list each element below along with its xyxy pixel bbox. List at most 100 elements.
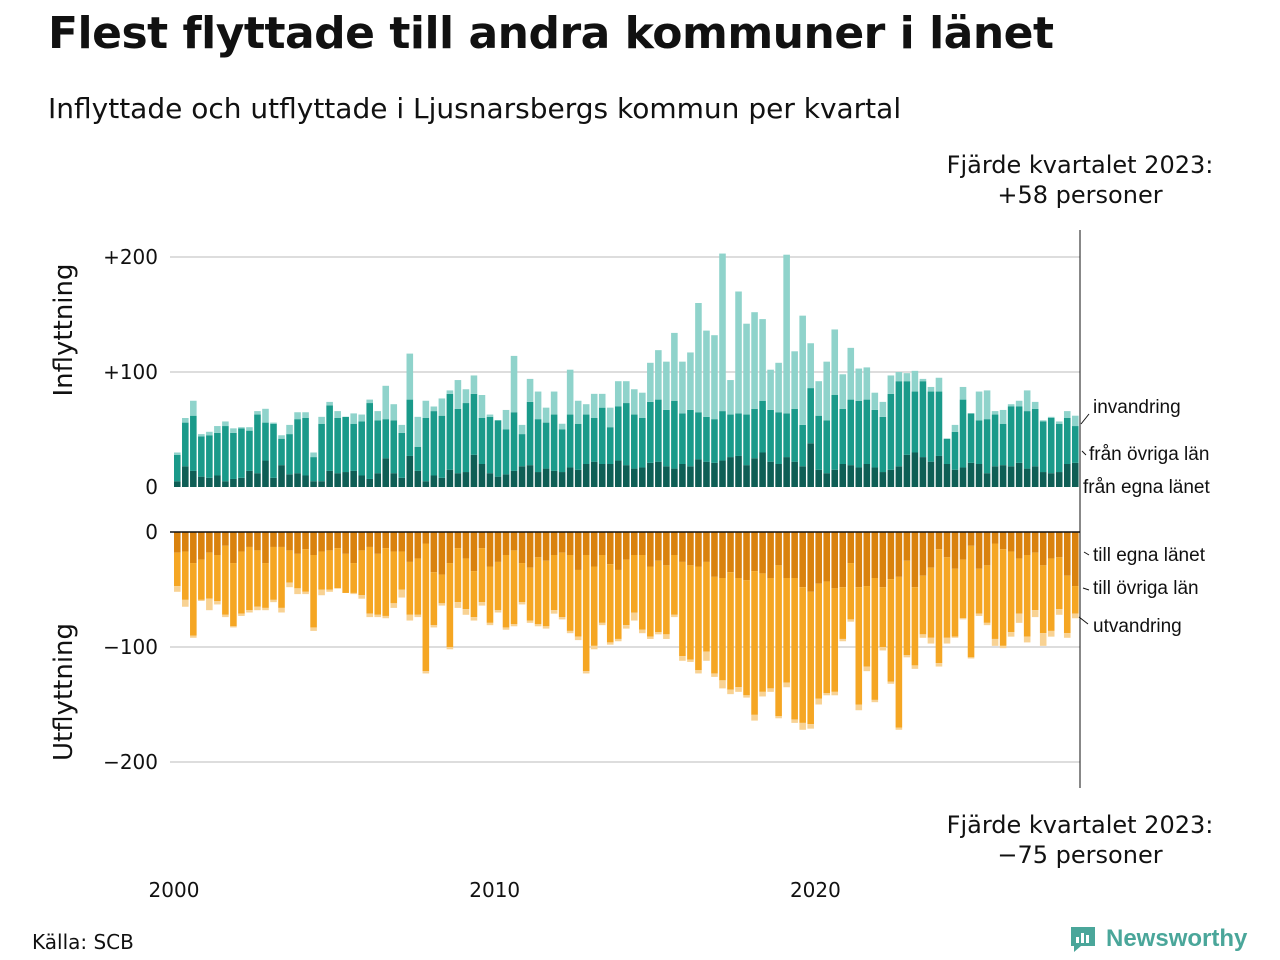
- outflow-bar-segment: [1007, 551, 1015, 633]
- inflow-bar-segment: [478, 418, 486, 464]
- outflow-bar-segment: [639, 555, 646, 630]
- inflow-bar-segment: [967, 413, 975, 463]
- inflow-bar-segment: [639, 418, 646, 468]
- inflow-bar-segment: [1023, 390, 1031, 412]
- inflow-bar-segment: [518, 466, 526, 487]
- outflow-bar-segment: [655, 560, 662, 633]
- outflow-bar-segment: [871, 578, 879, 700]
- outflow-bar-segment: [206, 598, 213, 611]
- outflow-bar-segment: [823, 532, 831, 582]
- outflow-bar-segment: [903, 560, 911, 656]
- outflow-bar-segment: [711, 532, 718, 577]
- outflow-bar-segment: [935, 549, 943, 664]
- inflow-bar-segment: [246, 430, 253, 471]
- outflow-bar-segment: [983, 532, 991, 566]
- outflow-bar-segment: [1055, 609, 1063, 615]
- outflow-bar-segment: [422, 532, 430, 544]
- outflow-bar-segment: [999, 532, 1007, 550]
- outflow-bar-segment: [1039, 532, 1047, 566]
- inflow-bar-segment: [823, 473, 831, 487]
- bottom-panel-gridlines: [170, 646, 1080, 763]
- outflow-bar-segment: [775, 532, 782, 566]
- outflow-bar-segment: [254, 550, 261, 607]
- top-panel-y-ticks: 0 +100 +200: [103, 245, 158, 499]
- outflow-bar-segment: [791, 532, 798, 578]
- outflow-bar-segment: [518, 563, 526, 603]
- inflow-bar-segment: [262, 422, 269, 461]
- latest-outflow-annotation-line2: −75 personer: [997, 841, 1163, 869]
- outflow-bar-segment: [1055, 532, 1063, 558]
- outflow-bar-segment: [230, 626, 237, 628]
- outflow-bar-segment: [390, 603, 398, 608]
- outflow-bar-segment: [182, 532, 189, 552]
- inflow-bar-segment: [895, 381, 903, 467]
- outflow-bar-segment: [390, 532, 398, 552]
- inflow-bar-segment: [631, 468, 638, 487]
- outflow-bar-segment: [534, 624, 542, 627]
- outflow-bar-segment: [278, 546, 285, 608]
- inflow-bar-segment: [639, 467, 646, 487]
- outflow-bar-segment: [919, 532, 927, 576]
- outflow-bar-segment: [911, 665, 919, 669]
- inflow-bar-segment: [951, 424, 959, 432]
- outflow-bar-segment: [887, 579, 895, 682]
- top-panel-gridlines: [170, 256, 1080, 373]
- inflow-bar-segment: [430, 411, 438, 476]
- inflow-bar-segment: [286, 434, 293, 475]
- inflow-bar-segment: [791, 351, 798, 409]
- outflow-bar-segment: [879, 587, 887, 647]
- inflow-bar-segment: [190, 470, 197, 487]
- inflow-bar-segment: [206, 431, 213, 436]
- outflow-bar-segment: [703, 532, 710, 562]
- outflow-bar-segment: [558, 532, 566, 553]
- inflow-bar-segment: [582, 464, 590, 487]
- inflow-bar-segment: [230, 432, 237, 479]
- inflow-bar-segment: [590, 418, 598, 462]
- inflow-bar-segment: [711, 462, 718, 487]
- outflow-bar-segment: [230, 563, 237, 627]
- outflow-bar-segment: [991, 638, 999, 646]
- outflow-bar-segment: [582, 532, 590, 555]
- outflow-bar-segment: [454, 602, 462, 608]
- inflow-bar-segment: [975, 420, 983, 464]
- inflow-bar-segment: [1071, 426, 1079, 463]
- inflow-bar-segment: [334, 411, 341, 418]
- outflow-bar-segment: [967, 657, 975, 659]
- inflow-bar-segment: [703, 461, 710, 487]
- inflow-bar-segment: [542, 468, 550, 487]
- inflow-bar-segment: [566, 369, 574, 415]
- outflow-bar-segment: [855, 532, 863, 588]
- inflow-bar-segment: [671, 332, 678, 401]
- outflow-bar-segment: [574, 636, 582, 641]
- outflow-bar-segment: [510, 550, 518, 624]
- outflow-bar-segment: [446, 563, 454, 647]
- outflow-bar-segment: [1015, 558, 1023, 614]
- inflow-bar-segment: [446, 390, 454, 394]
- inflow-bar-segment: [839, 464, 847, 487]
- outflow-bar-segment: [398, 589, 406, 598]
- inflow-bar-segment: [983, 473, 991, 487]
- outflow-bar-segment: [414, 558, 422, 615]
- inflow-bar-segment: [278, 435, 285, 439]
- inflow-bar-segment: [590, 393, 598, 418]
- outflow-bar-segment: [406, 614, 414, 621]
- outflow-bar-segment: [895, 727, 903, 730]
- inflow-bar-segment: [687, 352, 694, 410]
- outflow-bar-segment: [590, 645, 598, 650]
- inflow-bar-segment: [879, 401, 887, 417]
- inflow-bar-segment: [558, 423, 566, 430]
- outflow-bar-segment: [494, 610, 502, 613]
- inflow-bar-segment: [719, 460, 726, 487]
- inflow-bar-segment: [743, 414, 750, 466]
- inflow-bar-segment: [222, 421, 229, 427]
- outflow-bar-segment: [374, 553, 382, 615]
- outflow-bar-segment: [903, 655, 911, 658]
- inflow-bar-segment: [823, 361, 831, 421]
- inflow-bar-segment: [1015, 462, 1023, 487]
- inflow-bar-segment: [414, 416, 422, 447]
- outflow-bar-segment: [927, 532, 935, 568]
- outflow-bar-segment: [502, 555, 510, 628]
- inflow-bar-segment: [759, 400, 766, 453]
- outflow-bar-segment: [174, 552, 181, 587]
- outflow-bar-segment: [679, 532, 686, 562]
